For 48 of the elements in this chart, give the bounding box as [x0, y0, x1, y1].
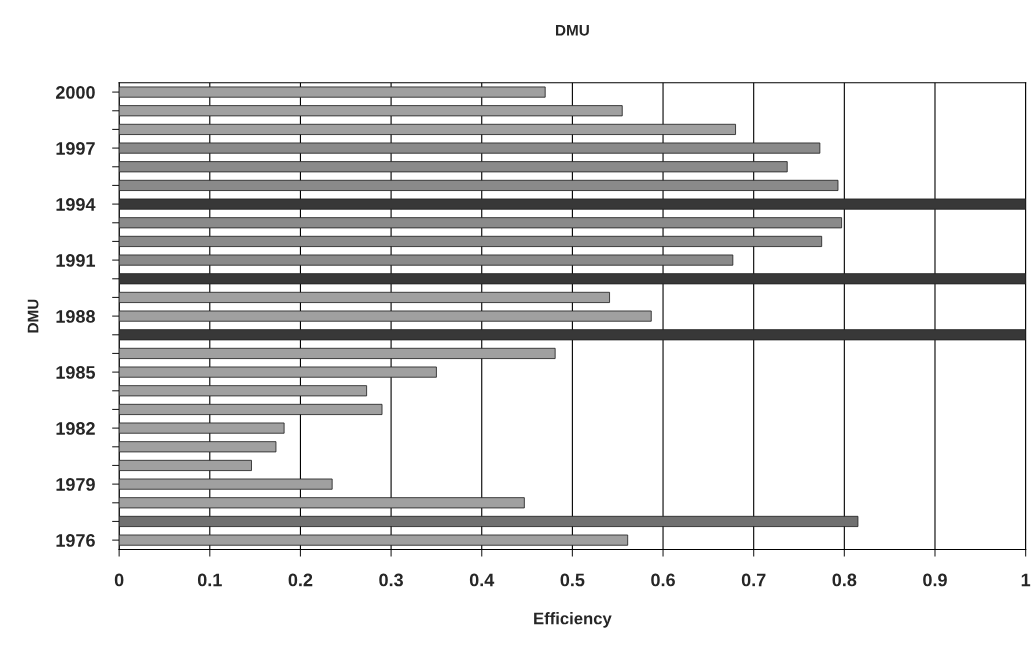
- y-tick-label: 1997: [56, 142, 95, 155]
- bar: [119, 86, 546, 98]
- bar: [119, 198, 1026, 210]
- x-tick-label: 0.7: [741, 573, 766, 587]
- x-tick-label: 0.6: [651, 573, 675, 587]
- bar: [119, 235, 823, 247]
- bar: [119, 534, 629, 546]
- x-tick-label: 0.5: [560, 573, 585, 587]
- x-tick-label: 0.3: [379, 573, 403, 587]
- x-tick-label: 1: [1021, 573, 1031, 587]
- x-tick-label: 0.8: [832, 573, 857, 587]
- bar: [119, 385, 368, 397]
- y-tick-label: 1988: [56, 310, 95, 323]
- bar: [119, 497, 525, 509]
- x-tick-label: 0: [114, 573, 124, 587]
- x-tick-label: 0.2: [288, 573, 313, 587]
- bar: [119, 123, 736, 135]
- bar: [119, 254, 734, 266]
- bar: [119, 217, 843, 229]
- bar: [119, 310, 652, 322]
- bar: [119, 291, 610, 303]
- x-tick-label: 0.4: [469, 573, 495, 587]
- bar: [119, 273, 1026, 285]
- chart-title: DMU: [556, 25, 589, 36]
- bar: [119, 179, 839, 191]
- bar: [119, 161, 788, 173]
- bar: [119, 478, 333, 490]
- bar: [119, 515, 859, 528]
- bar: [119, 142, 821, 154]
- bar: [119, 347, 556, 359]
- y-tick-label: 1979: [56, 478, 95, 491]
- y-tick-label: 1991: [56, 254, 96, 267]
- y-axis-title: DMU: [27, 299, 39, 333]
- y-tick-label: 1976: [56, 534, 95, 547]
- bar: [119, 441, 277, 453]
- x-tick-label: 0.1: [197, 573, 222, 587]
- bar: [119, 422, 285, 434]
- y-tick-label: 1982: [56, 422, 95, 435]
- x-axis-title: Efficiency: [534, 612, 612, 628]
- y-tick-label: 2000: [55, 86, 95, 99]
- bar: [119, 403, 383, 415]
- bar: [119, 105, 623, 117]
- bar: [119, 366, 437, 378]
- bar: [119, 459, 252, 472]
- x-tick-label: 0.9: [923, 573, 947, 587]
- bar: [119, 329, 1026, 341]
- y-tick-label: 1985: [56, 366, 96, 379]
- y-tick-label: 1994: [56, 198, 96, 211]
